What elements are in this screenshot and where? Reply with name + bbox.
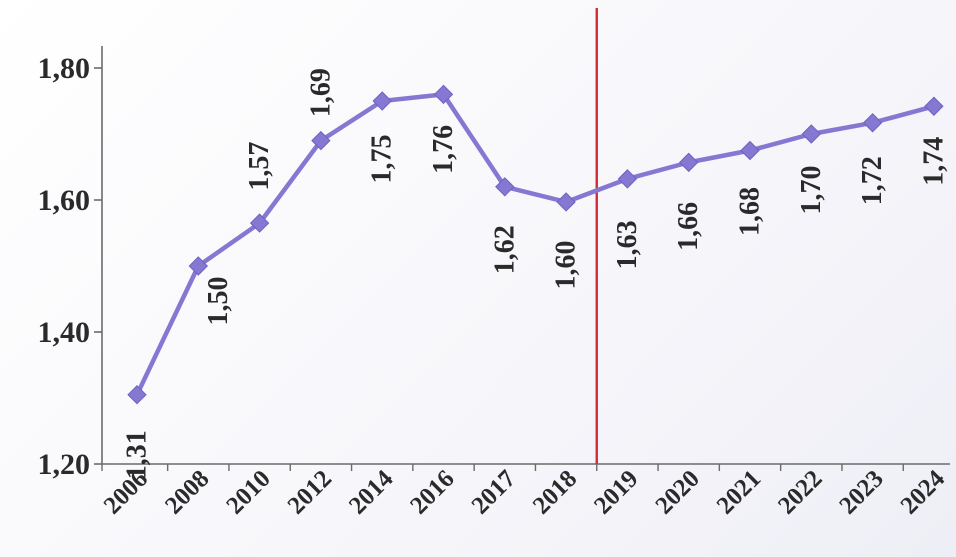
data-label: 1,31 bbox=[122, 430, 153, 479]
y-tick-label: 1,60 bbox=[38, 184, 91, 217]
y-tick-label: 1,80 bbox=[38, 52, 91, 85]
x-tick-label: 2021 bbox=[712, 465, 766, 519]
data-label: 1,57 bbox=[244, 142, 275, 191]
data-labels: 1,31 1,50 1,57 1,69 1,75 1,76 1,62 1,60 1,63 1,66… bbox=[122, 68, 950, 479]
x-tick-label: 2024 bbox=[896, 465, 951, 520]
data-point bbox=[740, 140, 760, 161]
data-label: 1,69 bbox=[305, 68, 336, 117]
x-tick-label: 2019 bbox=[589, 465, 643, 519]
data-point bbox=[188, 256, 209, 276]
y-axis-ticks: 1,20 1,40 1,60 1,80 bbox=[38, 52, 102, 481]
y-tick-label: 1,20 bbox=[38, 448, 91, 481]
x-tick-label: 2008 bbox=[160, 465, 214, 519]
x-tick-label: 2020 bbox=[650, 465, 704, 519]
data-label: 1,72 bbox=[857, 156, 888, 205]
x-axis-ticks: 2006 2008 2010 2012 2014 2016 2017 2018 2019 2020… bbox=[99, 464, 951, 520]
y-tick-label: 1,40 bbox=[38, 316, 91, 349]
data-point bbox=[127, 384, 147, 405]
data-label: 1,50 bbox=[203, 277, 234, 326]
data-point bbox=[678, 152, 699, 173]
data-markers bbox=[127, 84, 944, 405]
data-label: 1,75 bbox=[367, 135, 398, 184]
x-tick-label: 2012 bbox=[283, 465, 337, 519]
x-tick-label: 2017 bbox=[467, 465, 521, 519]
series-line-group bbox=[134, 92, 937, 397]
data-label: 1,76 bbox=[428, 125, 459, 174]
data-point bbox=[556, 192, 576, 212]
chart-axes bbox=[101, 46, 950, 465]
data-label: 1,62 bbox=[489, 225, 520, 274]
x-tick-label: 2018 bbox=[528, 465, 582, 519]
data-point bbox=[311, 130, 331, 151]
series-line bbox=[134, 92, 937, 397]
x-tick-label: 2022 bbox=[773, 465, 827, 519]
data-point bbox=[433, 84, 454, 105]
data-label: 1,70 bbox=[796, 166, 827, 215]
x-tick-label: 2010 bbox=[221, 465, 275, 519]
data-point bbox=[372, 91, 392, 111]
x-tick-label: 2014 bbox=[344, 465, 399, 520]
data-point bbox=[495, 177, 515, 197]
data-label: 1,63 bbox=[612, 220, 643, 269]
data-point bbox=[249, 213, 270, 233]
data-label: 1,60 bbox=[551, 240, 582, 289]
data-label: 1,74 bbox=[918, 137, 949, 186]
data-point bbox=[801, 124, 822, 144]
data-point bbox=[862, 113, 883, 133]
data-point bbox=[617, 169, 638, 189]
data-label: 1,68 bbox=[735, 187, 766, 236]
data-point bbox=[924, 96, 944, 116]
data-label: 1,66 bbox=[673, 202, 704, 251]
x-tick-label: 2023 bbox=[834, 465, 888, 519]
x-tick-label: 2016 bbox=[405, 465, 459, 519]
